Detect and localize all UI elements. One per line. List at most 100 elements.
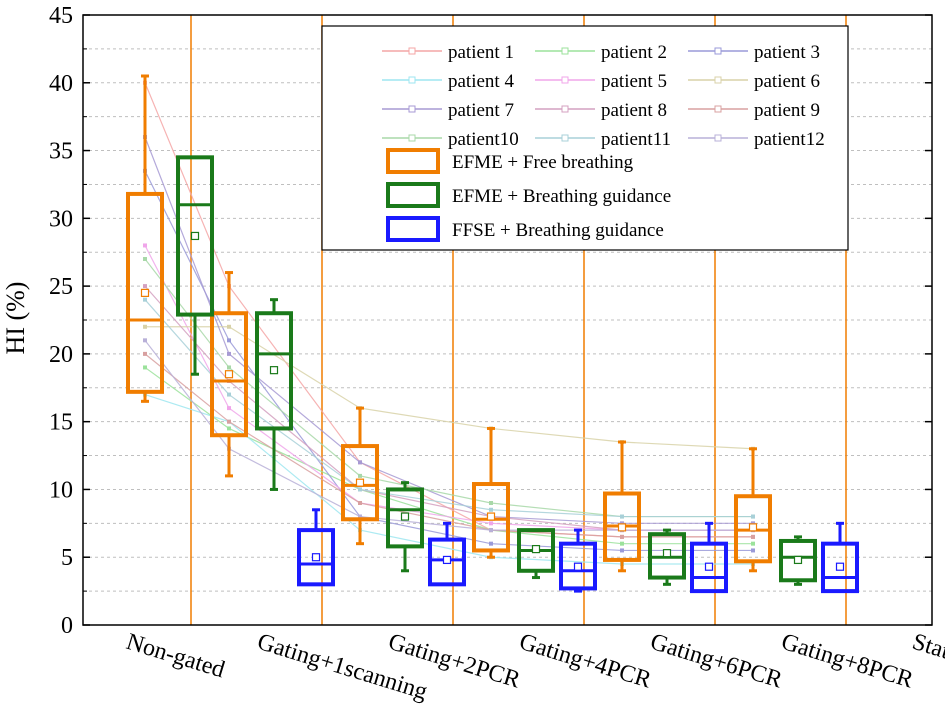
box-plot: [690, 521, 728, 594]
legend-item-group: EFME + Breathing guidance: [386, 182, 671, 208]
patient-point: [143, 284, 147, 289]
patient-point: [751, 541, 755, 546]
patient-point: [358, 460, 362, 465]
box-plot: [472, 426, 510, 559]
legend-item-patient: patient 1: [382, 42, 514, 63]
legend-item-patient: patient 6: [688, 71, 820, 92]
box-body: [821, 541, 859, 594]
legend-swatch-marker: [561, 76, 569, 84]
legend-label: EFME + Free breathing: [452, 152, 634, 173]
patient-point: [227, 419, 231, 424]
legend-item-patient: patient10: [382, 129, 519, 150]
legend-item-patient: patient 4: [382, 71, 514, 92]
legend-item-patient: patient11: [535, 129, 671, 150]
legend-swatch-marker: [561, 105, 569, 113]
legend-swatch-marker: [714, 105, 722, 113]
legend-swatch-marker: [408, 76, 416, 84]
box-body: [126, 191, 164, 394]
patient-line: [144, 393, 753, 565]
x-category-label: Gating+6PCR: [647, 629, 785, 694]
box-body: [779, 538, 817, 583]
legend-label: FFSE + Breathing guidance: [452, 220, 664, 241]
legend-item-group: EFME + Free breathing: [386, 148, 634, 174]
y-tick-label: 40: [49, 71, 73, 97]
y-tick-label: 5: [61, 545, 73, 571]
legend-label: patient 7: [448, 100, 514, 121]
box-plot: [297, 508, 335, 587]
patient-point: [358, 473, 362, 478]
patient-point: [227, 338, 231, 343]
y-tick-label: 45: [49, 3, 73, 29]
patient-line: [145, 326, 754, 450]
patient-point: [143, 243, 147, 248]
patient-line: [144, 353, 753, 538]
patient-point: [227, 406, 231, 411]
patient-point: [358, 501, 362, 505]
x-category-label: Non-gated: [123, 629, 227, 683]
legend-swatch-marker: [714, 47, 722, 55]
y-axis: 0 5 10 15 20 25 30 35 40 45: [49, 3, 932, 639]
box-body: [559, 541, 597, 591]
patient-point: [620, 548, 624, 553]
patient-point: [227, 426, 231, 431]
box-body: [428, 537, 466, 587]
patient-point: [489, 507, 493, 512]
legend-label: patient 8: [601, 100, 667, 121]
patient-point: [489, 521, 493, 526]
box-mean: [140, 288, 150, 297]
box-mean: [442, 555, 452, 565]
legend-swatch-box: [386, 182, 440, 208]
box-plot: [648, 528, 686, 586]
box-mean: [400, 512, 410, 521]
box-body: [341, 444, 379, 522]
legend-label: patient 4: [448, 71, 514, 92]
legend-item-patient: patient 8: [535, 100, 667, 121]
legend-label: patient 1: [448, 42, 514, 63]
box-plot: [559, 528, 597, 593]
box-plot: [386, 481, 424, 573]
x-category-label: Static: [909, 629, 945, 670]
box-body: [255, 311, 293, 431]
box-body: [472, 482, 510, 553]
box-mean: [224, 370, 234, 379]
y-tick-label: 15: [49, 410, 73, 436]
box-mean: [748, 523, 758, 532]
legend-item-patient: patient 9: [688, 100, 820, 121]
patient-line: [144, 339, 753, 531]
patient-point: [620, 534, 624, 539]
legend-item-patient: patient 5: [535, 71, 667, 92]
legend-item-patient: patient 3: [688, 42, 820, 63]
x-category-label: Gating+4PCR: [516, 629, 654, 694]
legend-label: patient12: [754, 129, 825, 150]
legend-swatch-marker: [714, 134, 722, 142]
box-mean: [190, 231, 200, 241]
box-mean: [835, 562, 845, 571]
box-plot: [210, 271, 248, 478]
legend-item-patient: patient12: [688, 129, 825, 150]
legend-item-patient: patient 2: [535, 42, 667, 63]
patient-point: [751, 514, 755, 519]
box-mean: [617, 523, 627, 532]
patient-point: [358, 487, 362, 492]
y-tick-label: 30: [49, 206, 73, 232]
legend: patient 1 patient 2 patient 3 patient 4 pati…: [321, 25, 849, 251]
box-body: [176, 155, 214, 317]
x-category-label: Gating+8PCR: [778, 629, 916, 694]
legend-label: patient10: [448, 129, 519, 150]
box-plot: [779, 535, 817, 586]
box-mean: [704, 562, 714, 571]
box-plot: [734, 447, 772, 573]
x-axis: Non-gated Gating+1scanningGating+2PCRGati…: [123, 629, 945, 705]
patient-line: [144, 366, 753, 545]
box-plot: [126, 74, 164, 403]
box-body: [297, 528, 335, 587]
patient-point: [143, 365, 147, 370]
patient-point: [143, 351, 147, 356]
patient-point: [227, 365, 231, 370]
patient-point: [143, 324, 147, 329]
y-tick-label: 35: [49, 139, 73, 165]
patient-point: [751, 534, 755, 539]
patient-point: [620, 514, 624, 519]
legend-item-patient: patient 7: [382, 100, 514, 121]
patient-point: [143, 297, 147, 302]
